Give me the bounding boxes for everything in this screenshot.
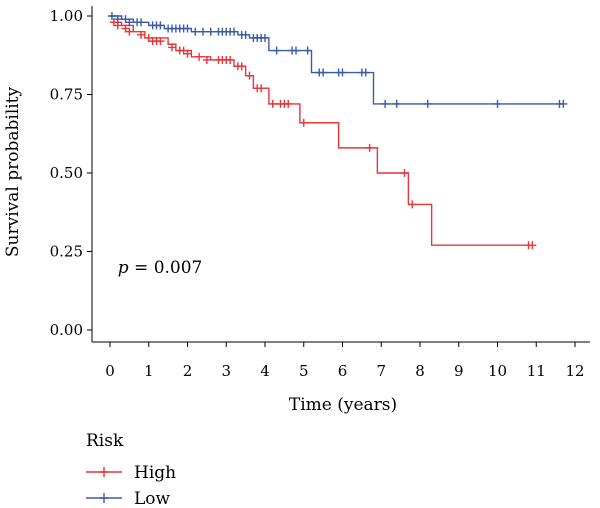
- x-tick-label: 8: [415, 362, 425, 380]
- y-tick-label: 1.00: [50, 7, 83, 25]
- censor-mark: [381, 99, 390, 108]
- censor-mark: [241, 30, 250, 39]
- censor-mark: [493, 99, 502, 108]
- censor-mark: [156, 21, 165, 30]
- censor-mark: [206, 27, 215, 36]
- legend-title: Risk: [86, 431, 124, 451]
- censor-mark: [423, 99, 432, 108]
- x-tick-label: 6: [338, 362, 348, 380]
- censor-mark: [125, 27, 134, 36]
- x-tick-label: 1: [144, 362, 154, 380]
- x-axis-title: Time (years): [289, 395, 397, 415]
- censor-mark: [237, 62, 246, 71]
- legend-item-high: High: [86, 463, 176, 483]
- censor-mark: [299, 118, 308, 127]
- censor-mark: [261, 33, 269, 42]
- censor-mark: [272, 46, 281, 55]
- axes: [91, 6, 590, 343]
- y-tick-label: 0.00: [50, 321, 83, 339]
- censor-mark: [400, 169, 409, 177]
- censor-mark: [408, 200, 417, 209]
- censor-mark: [284, 99, 293, 108]
- censor-mark: [137, 30, 145, 39]
- censor-mark: [338, 68, 347, 77]
- x-tick-label: 10: [488, 362, 507, 380]
- legend-item-low: Low: [86, 489, 171, 508]
- censor-mark: [199, 27, 207, 36]
- y-tick-label: 0.25: [50, 243, 83, 261]
- x-tick-label: 2: [183, 362, 193, 380]
- censor-mark: [191, 27, 200, 36]
- legend-censor-mark: [100, 467, 108, 477]
- censor-mark: [183, 49, 192, 58]
- censor-mark: [392, 99, 401, 108]
- x-tick-label: 12: [565, 362, 584, 380]
- censor-mark: [183, 24, 192, 33]
- y-tick-label: 0.50: [50, 164, 83, 182]
- censor-mark: [137, 18, 145, 27]
- p-value-text: = 0.007: [129, 258, 203, 278]
- x-tick-label: 5: [299, 362, 309, 380]
- censor-mark: [202, 55, 211, 64]
- censor-mark: [319, 68, 328, 77]
- censor-mark: [365, 143, 374, 152]
- censor-mark: [195, 52, 204, 61]
- censor-mark: [361, 68, 370, 77]
- y-tick-label: 0.75: [50, 86, 83, 104]
- x-tick-label: 9: [454, 362, 464, 380]
- censor-mark: [292, 46, 300, 55]
- censor-mark: [230, 27, 238, 36]
- censor-mark: [528, 241, 537, 250]
- series-low: [107, 12, 568, 108]
- legend-censor-mark: [100, 493, 108, 503]
- x-tick-label: 7: [376, 362, 386, 380]
- x-tick-label: 4: [260, 362, 270, 380]
- x-ticks: 0 1 2 3 4 5 6 7 8 9 10 11 12: [105, 342, 585, 380]
- censor-mark: [559, 99, 568, 108]
- censor-mark: [226, 55, 235, 64]
- series-high: [109, 18, 537, 250]
- legend-label: High: [134, 463, 176, 483]
- series-layer: [107, 12, 568, 250]
- survival-curve-high: [110, 21, 533, 246]
- x-tick-label: 3: [221, 362, 231, 380]
- legend-items: High Low: [86, 463, 176, 508]
- legend-label: Low: [134, 489, 171, 508]
- x-tick-label: 11: [527, 362, 546, 380]
- y-ticks: 0.00 0.25 0.50 0.75 1.00: [50, 7, 92, 339]
- censor-mark: [303, 46, 312, 55]
- censor-mark: [125, 18, 134, 27]
- legend: Risk High Low: [86, 431, 176, 508]
- censor-mark: [245, 71, 254, 80]
- p-value-annotation: p = 0.007: [118, 258, 203, 278]
- censor-mark: [113, 15, 122, 24]
- censor-mark: [168, 43, 176, 52]
- censor-mark: [107, 12, 116, 20]
- p-value-symbol: p: [118, 258, 129, 278]
- censor-mark: [257, 84, 266, 93]
- censor-mark: [156, 37, 165, 46]
- y-axis-title: Survival probability: [3, 86, 23, 257]
- x-tick-label: 0: [105, 362, 115, 380]
- censor-mark: [268, 99, 277, 108]
